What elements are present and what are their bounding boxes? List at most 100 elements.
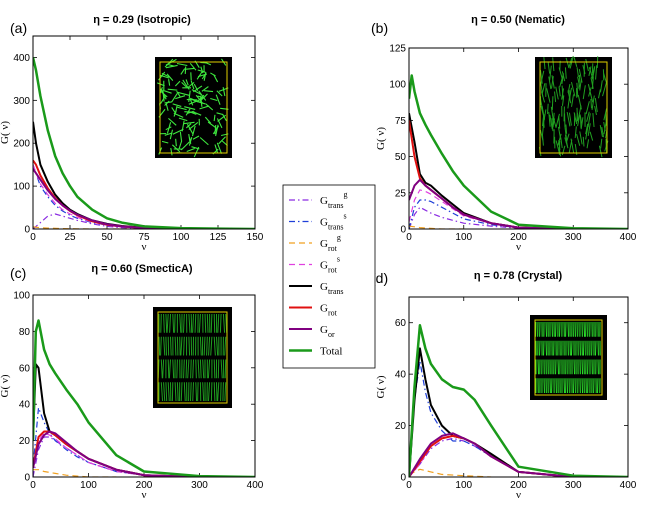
inset-snapshot-background [153,307,232,408]
x-axis-label: ν [142,489,147,501]
legend-entry: Grot [289,303,338,318]
axes-frame [32,294,256,478]
chart-panel-2: (b) η = 0.50 (Nematic) 0 100 200 300 400 0 25 50 7… [371,14,637,253]
x-tick-label: 400 [620,232,637,243]
legend-label: Total [320,346,342,358]
inset-box-outline [157,311,228,404]
axes-frame [32,35,256,230]
y-tick-label: 50 [395,152,407,163]
x-tick-label: 0 [406,480,412,491]
series-line-Gtrans_g [409,206,574,229]
series-line-Grot [33,159,255,229]
x-tick-label: 150 [247,232,264,243]
series-line-Grot_s [33,432,200,477]
y-tick-label: 75 [395,116,407,127]
series-line-Gtrans_g [33,436,200,477]
series-group [409,324,628,477]
axes-frame [408,47,629,230]
x-tick-label: 400 [247,480,264,491]
panel-title: η = 0.78 (Crystal) [474,270,563,282]
axes-frame [408,296,629,478]
y-tick-label: 40 [19,400,31,411]
x-tick-label: 200 [136,480,153,491]
inset-snapshot [530,315,607,400]
inset-snapshot [153,307,232,408]
y-tick-label: 0 [400,473,406,484]
x-tick-label: 50 [101,232,113,243]
x-tick-label: 100 [80,480,97,491]
x-tick-label: 200 [510,232,527,243]
x-tick-label: 0 [406,232,412,243]
inset-snapshot [155,57,232,158]
series-line-Gtrans_g [33,213,182,229]
x-axis-label: ν [516,241,521,253]
inset-rods [535,321,601,394]
legend-label: Grotg [320,233,341,253]
x-tick-label: 100 [173,232,190,243]
y-tick-label: 0 [400,225,406,236]
x-tick-label: 100 [455,232,472,243]
legend-label: Grots [320,255,340,275]
series-group [33,57,255,229]
series-line-Grot_g [33,469,117,477]
x-tick-label: 400 [620,480,637,491]
y-tick-label: 40 [395,370,407,381]
series-line-Gor [409,432,574,477]
legend-entry: Gtrans [289,281,344,296]
inset-snapshot [535,55,612,158]
series-line-Gtrans_s [33,407,200,477]
legend-label: Gtransg [320,190,348,210]
y-tick-label: 20 [19,436,31,447]
series-line-Total [33,57,255,229]
y-tick-label: 0 [24,473,30,484]
x-tick-label: 200 [510,480,527,491]
legend-entry: Grotg [289,233,341,253]
y-axis-label: G( ν) [0,374,11,397]
legend-label: Gtranss [320,212,347,232]
y-tick-label: 200 [13,139,30,150]
legend-label: Gtrans [320,281,344,296]
legend-label: Grot [320,303,338,318]
series-line-Total [409,324,628,477]
x-tick-label: 300 [565,480,582,491]
x-tick-label: 300 [191,480,208,491]
inset-box-outline [539,61,608,154]
series-line-Total [409,74,628,229]
y-tick-label: 60 [395,318,407,329]
x-tick-label: 75 [138,232,150,243]
legend-box [282,184,376,369]
legend-entry: Gor [289,324,335,339]
y-tick-label: 100 [389,80,406,91]
panel-title: η = 0.29 (Isotropic) [93,14,191,26]
series-line-Gtrans_s [409,199,574,229]
panel-label: (c) [10,265,26,281]
x-axis-label: ν [516,489,521,501]
y-tick-label: 400 [13,53,30,64]
series-line-Gtrans [409,347,574,477]
panel-title: η = 0.50 (Nematic) [471,14,565,26]
y-tick-label: 300 [13,96,30,107]
series-line-Grot_g [409,225,464,229]
y-axis-label: G( ν) [0,121,11,144]
y-tick-label: 125 [389,44,406,55]
chart-panel-3: (c) η = 0.60 (SmecticA) 0 100 200 300 400 0 20 40… [0,263,264,501]
inset-box-outline [159,61,228,154]
legend-entry: Gtranss [289,212,347,232]
panel-title: η = 0.60 (SmecticA) [91,263,193,275]
series-line-Grot_g [409,468,492,477]
legend-entry: Grots [289,255,340,275]
y-tick-label: 0 [24,225,30,236]
inset-snapshot-background [535,57,612,158]
y-tick-label: 25 [395,188,407,199]
inset-rods [157,313,228,402]
legend-entry: Gtransg [289,190,348,210]
y-tick-label: 100 [13,182,30,193]
y-tick-label: 60 [19,363,31,374]
series-group [33,319,255,477]
y-tick-label: 80 [19,327,31,338]
chart-panel-1: (a) η = 0.29 (Isotropic) 0 25 50 75 100 125 150 0… [0,14,264,253]
x-tick-label: 100 [455,480,472,491]
series-group [409,74,628,229]
